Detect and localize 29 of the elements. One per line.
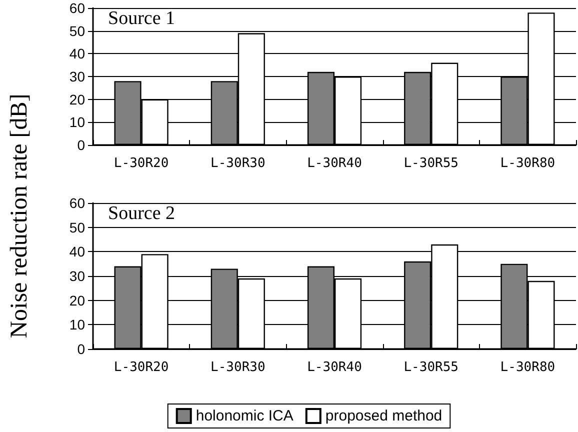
y-tick-label: 40 xyxy=(69,244,86,260)
x-tick-label: L-30R80 xyxy=(500,156,556,171)
x-tick-label: L-30R20 xyxy=(114,156,169,171)
x-tick-label: L-30R30 xyxy=(210,360,266,375)
x-tick-label: L-30R55 xyxy=(404,156,458,171)
y-tick-label: 40 xyxy=(69,46,86,62)
x-tick-label: L-30R40 xyxy=(307,360,362,375)
x-tick-label: L-30R30 xyxy=(210,156,266,171)
x-tick-label: L-30R40 xyxy=(307,156,362,171)
y-tick-label: 0 xyxy=(77,137,86,153)
y-axis-title: Noise reduction rate [dB] xyxy=(6,94,34,338)
y-tick-label: 10 xyxy=(69,114,86,130)
y-tick-label: 0 xyxy=(77,341,86,357)
y-tick-label: 50 xyxy=(69,219,86,236)
y-tick-label: 60 xyxy=(69,195,86,211)
chart-title: Source 1 xyxy=(108,8,176,29)
x-tick-label: L-30R20 xyxy=(114,360,169,375)
chart-title: Source 2 xyxy=(108,203,176,224)
y-tick-label: 60 xyxy=(69,0,86,16)
legend-label: proposed method xyxy=(325,408,442,424)
y-tick-label: 10 xyxy=(69,316,86,333)
x-tick-label: L-30R55 xyxy=(404,360,458,375)
legend-label: holonomic ICA xyxy=(196,408,294,424)
y-tick-label: 20 xyxy=(69,91,86,108)
y-tick-label: 50 xyxy=(69,22,86,39)
y-tick-label: 20 xyxy=(69,292,86,308)
y-tick-label: 30 xyxy=(69,268,86,284)
x-tick-label: L-30R80 xyxy=(500,360,556,375)
y-tick-label: 30 xyxy=(69,68,86,84)
